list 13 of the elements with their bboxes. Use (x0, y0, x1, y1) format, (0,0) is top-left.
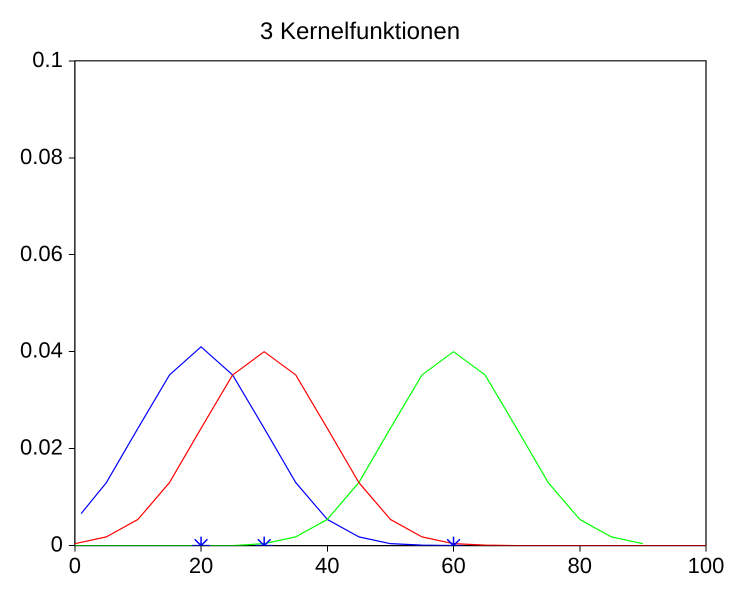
y-tick-label: 0.04 (20, 338, 63, 363)
y-tick-label: 0 (50, 532, 63, 557)
x-tick-label: 80 (568, 552, 592, 578)
x-tick-label: 100 (688, 552, 724, 578)
x-tick-label: 60 (441, 552, 466, 578)
x-tick-label: 0 (68, 552, 81, 578)
x-tick-label: 20 (188, 552, 214, 578)
y-tick-label: 0.1 (32, 46, 63, 72)
chart-title: 3 Kernelfunktionen (260, 18, 460, 46)
y-tick-label: 0.02 (20, 434, 63, 460)
x-tick-label: 40 (315, 552, 340, 578)
y-tick-label: 0.06 (20, 240, 63, 266)
y-tick-label: 0.08 (20, 144, 63, 169)
